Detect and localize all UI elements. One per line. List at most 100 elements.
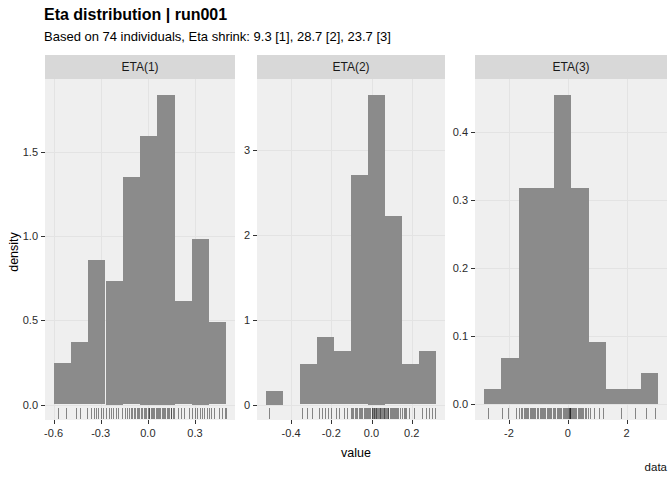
gridline-y: [45, 405, 235, 406]
rug-mark: [118, 408, 119, 419]
y-axis-tick: [471, 200, 475, 201]
x-axis-tick: [54, 420, 55, 424]
rug-mark: [181, 408, 182, 419]
x-axis-tick: [101, 420, 102, 424]
histogram-bar: [351, 175, 368, 404]
x-axis-tick: [372, 420, 373, 424]
rug-mark: [174, 408, 175, 419]
rug-mark: [66, 408, 67, 419]
rug-mark: [312, 408, 313, 419]
rug-mark: [207, 408, 208, 419]
histogram-bar: [88, 260, 105, 405]
y-axis-tick: [41, 320, 45, 321]
rug-mark: [192, 408, 193, 419]
caption: data: [645, 461, 667, 473]
histogram-bar: [266, 391, 283, 405]
histogram-bar: [209, 322, 226, 405]
histogram-bar: [536, 188, 554, 404]
rug-mark: [594, 408, 595, 419]
y-axis-tick: [253, 150, 257, 151]
rug-mark: [111, 408, 112, 419]
x-tick-label: 0.0: [352, 427, 392, 439]
rug-mark: [646, 408, 647, 419]
gridline-x: [291, 79, 292, 420]
y-axis-tick: [471, 336, 475, 337]
x-tick-label: -0.4: [271, 427, 311, 439]
rug-mark: [211, 408, 212, 419]
rug-mark: [96, 408, 97, 419]
histogram-bar: [317, 337, 334, 404]
rug-mark: [588, 408, 589, 419]
histogram-bar: [623, 389, 641, 405]
rug-mark: [344, 408, 345, 419]
histogram-bar: [192, 239, 209, 404]
rug-mark: [603, 408, 604, 419]
y-axis-tick: [253, 320, 257, 321]
y-tick-label: 0: [216, 399, 250, 411]
histogram-bar: [501, 358, 519, 404]
rug-mark: [370, 408, 371, 419]
gridline-x: [627, 79, 628, 420]
x-axis-tick: [627, 420, 628, 424]
histogram-bar: [484, 389, 502, 405]
rug-mark: [113, 408, 114, 419]
rug-mark: [488, 408, 489, 419]
y-axis-tick: [471, 404, 475, 405]
rug-mark: [302, 408, 303, 419]
y-tick-label: 0.1: [434, 330, 468, 342]
rug-mark: [269, 408, 270, 419]
rug-mark: [122, 408, 123, 419]
facet-strip-label: ETA(3): [552, 60, 589, 74]
y-tick-label: 0.0: [4, 399, 38, 411]
facet-panel-2: [257, 79, 445, 420]
y-tick-label: 3: [216, 144, 250, 156]
gridline-y: [257, 405, 445, 406]
x-tick-label: 0: [548, 427, 588, 439]
rug-mark: [328, 408, 329, 419]
x-tick-label: 0.3: [175, 427, 215, 439]
x-axis-tick: [148, 420, 149, 424]
rug-mark: [202, 408, 203, 419]
rug-mark: [94, 408, 95, 419]
x-axis-tick: [291, 420, 292, 424]
y-axis-tick: [41, 236, 45, 237]
rug-mark: [106, 408, 107, 419]
rug-mark: [516, 408, 517, 419]
rug-mark: [331, 408, 332, 419]
y-axis-tick: [253, 405, 257, 406]
rug-mark: [635, 408, 636, 419]
x-axis-tick: [509, 420, 510, 424]
y-axis-tick: [41, 152, 45, 153]
rug-mark: [432, 408, 433, 419]
x-axis-tick: [195, 420, 196, 424]
x-tick-label: 0.2: [392, 427, 432, 439]
rug-mark: [116, 408, 117, 419]
rug-mark: [307, 408, 308, 419]
y-axis-tick: [471, 268, 475, 269]
rug-mark: [178, 408, 179, 419]
rug-mark: [91, 408, 92, 419]
y-tick-label: 0.2: [434, 262, 468, 274]
rug-mark: [200, 408, 201, 419]
rug-mark: [429, 408, 430, 419]
y-axis-tick: [471, 132, 475, 133]
rug-mark: [409, 408, 410, 419]
y-tick-label: 0.3: [434, 194, 468, 206]
rug-mark: [508, 408, 509, 419]
rug-mark: [590, 408, 591, 419]
rug-mark: [80, 408, 81, 419]
y-tick-label: 1: [216, 314, 250, 326]
rug-mark: [325, 408, 326, 419]
rug-mark: [339, 408, 340, 419]
y-tick-label: 2: [216, 229, 250, 241]
rug-mark: [502, 408, 503, 419]
rug-mark: [76, 408, 77, 419]
facet-strip-2: ETA(2): [257, 55, 445, 79]
y-tick-label: 1.0: [4, 230, 38, 242]
rug-mark: [426, 408, 427, 419]
rug-mark: [101, 408, 102, 419]
rug-mark: [58, 408, 59, 419]
facet-strip-1: ETA(1): [45, 55, 235, 79]
x-axis-tick: [331, 420, 332, 424]
histogram-bar: [385, 216, 402, 405]
